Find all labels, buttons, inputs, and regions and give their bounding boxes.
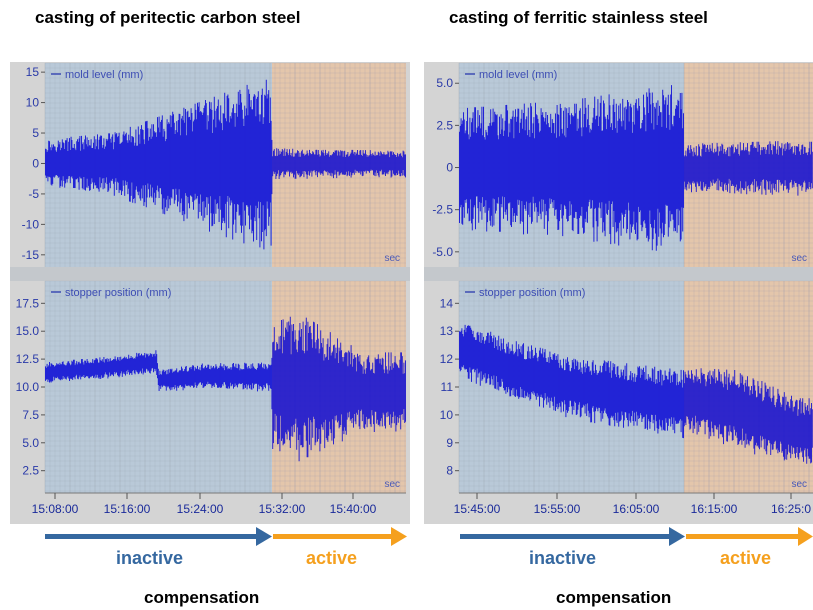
stopper-position-active-tint [272, 281, 406, 493]
mold-level-sec-label: sec [791, 253, 807, 264]
mold-level-signal-trace [45, 79, 406, 250]
mold-level-y-tick-label: 5.0 [436, 76, 453, 90]
stopper-position-y-tick-label: 12 [440, 352, 454, 366]
right-inactive-arrow-head [669, 527, 685, 546]
left-active-arrow-head [391, 527, 407, 546]
left-active-arrow-shaft [273, 534, 393, 539]
stopper-position-legend-label: stopper position (mm) [479, 287, 585, 299]
x-tick-label: 16:05:00 [613, 502, 660, 516]
right-inactive-arrow-shaft [460, 534, 672, 539]
left-chart-title: casting of peritectic carbon steel [35, 8, 301, 27]
x-tick-label: 15:08:00 [32, 502, 79, 516]
stopper-position-sec-label: sec [791, 479, 807, 490]
left-compensation-arrows [45, 527, 407, 546]
chart-content: 5.0 2.5 0 -2.5 -5.0 mold level (mm) sec 14 13 12 1… [424, 62, 813, 524]
stopper-position-y-tick-label: 7.5 [22, 408, 39, 422]
x-tick-label: 15:32:00 [259, 502, 306, 516]
x-tick-label: 15:40:00 [330, 502, 377, 516]
left-inactive-label: inactive [116, 548, 184, 568]
stopper-position-y-tick-label: 11 [441, 380, 454, 394]
stopper-position-signal-trace [45, 316, 406, 462]
x-tick-label: 15:45:00 [454, 502, 501, 516]
right-chart: 5.0 2.5 0 -2.5 -5.0 mold level (mm) sec 14 13 12 1… [424, 62, 813, 524]
mold-level-legend-label: mold level (mm) [65, 69, 143, 81]
mold-level-y-tick-label: 5 [32, 126, 39, 140]
mold-level-y-tick-label: -2.5 [432, 203, 453, 217]
mold-level-sec-label: sec [384, 253, 400, 264]
mold-level-y-tick-label: 0 [446, 161, 453, 175]
mold-level-y-tick-label: 15 [26, 65, 40, 79]
stopper-position-y-tick-label: 8 [446, 464, 453, 478]
mold-level-active-tint [684, 63, 813, 267]
x-tick-label: 15:24:00 [177, 502, 224, 516]
stopper-position-y-tick-label: 2.5 [22, 464, 39, 478]
stopper-position-y-tick-label: 12.5 [16, 352, 40, 366]
mold-level-y-tick-label: 10 [26, 96, 40, 110]
mold-level-legend-label: mold level (mm) [479, 69, 557, 81]
mold-level-y-tick-label: -10 [22, 217, 40, 231]
stopper-position-y-tick-label: 9 [446, 436, 453, 450]
x-tick-label: 16:25:0 [771, 502, 811, 516]
stopper-position-y-tick-label: 10 [440, 408, 454, 422]
right-compensation-label: compensation [556, 588, 672, 607]
mold-level-y-tick-label: -5 [28, 187, 39, 201]
stopper-position-signal-trace [459, 324, 813, 464]
subplot-separator [10, 267, 410, 281]
mold-level-y-tick-label: 2.5 [436, 118, 453, 132]
mold-level-y-tick-label: -5.0 [432, 245, 453, 259]
stopper-position-y-tick-label: 15.0 [16, 324, 40, 338]
stopper-position-y-tick-label: 17.5 [16, 296, 40, 310]
subplot-separator [424, 267, 813, 281]
right-chart-title: casting of ferritic stainless steel [449, 8, 708, 27]
mold-level-y-tick-label: 0 [32, 156, 39, 170]
stopper-position-legend-label: stopper position (mm) [65, 287, 171, 299]
x-tick-label: 16:15:00 [691, 502, 738, 516]
stopper-position-signal [45, 316, 406, 462]
left-chart: 15 10 5 0 -5 -10 -15 mold level (mm) sec 17.5 15.0… [10, 62, 410, 524]
stopper-position-y-tick-label: 5.0 [22, 436, 39, 450]
right-active-arrow-head [798, 527, 813, 546]
right-inactive-label: inactive [529, 548, 597, 568]
stopper-position-signal [459, 324, 813, 464]
left-chart-panel: 15 10 5 0 -5 -10 -15 mold level (mm) sec 17.5 15.0… [10, 62, 410, 524]
mold-level-y-tick-label: -15 [22, 248, 40, 262]
left-compensation-label: compensation [144, 588, 260, 607]
right-chart-panel: 5.0 2.5 0 -2.5 -5.0 mold level (mm) sec 14 13 12 1… [424, 62, 813, 524]
stopper-position-y-tick-label: 13 [440, 324, 454, 338]
mold-level-active-tint [272, 63, 406, 267]
x-tick-label: 15:16:00 [104, 502, 151, 516]
right-active-arrow-shaft [686, 534, 802, 539]
stopper-position-sec-label: sec [384, 479, 400, 490]
right-compensation-arrows [460, 527, 813, 546]
left-inactive-arrow-shaft [45, 534, 259, 539]
right-active-label: active [720, 548, 772, 568]
chart-content: 15 10 5 0 -5 -10 -15 mold level (mm) sec 17.5 15.0… [10, 62, 410, 524]
x-tick-label: 15:55:00 [534, 502, 581, 516]
mold-level-signal-trace [459, 85, 813, 251]
stopper-position-active-tint [684, 281, 813, 493]
mold-level-signal [459, 85, 813, 251]
mold-level-signal [45, 79, 406, 250]
left-active-label: active [306, 548, 358, 568]
stopper-position-y-tick-label: 14 [440, 296, 454, 310]
stopper-position-y-tick-label: 10.0 [16, 380, 40, 394]
left-inactive-arrow-head [256, 527, 272, 546]
